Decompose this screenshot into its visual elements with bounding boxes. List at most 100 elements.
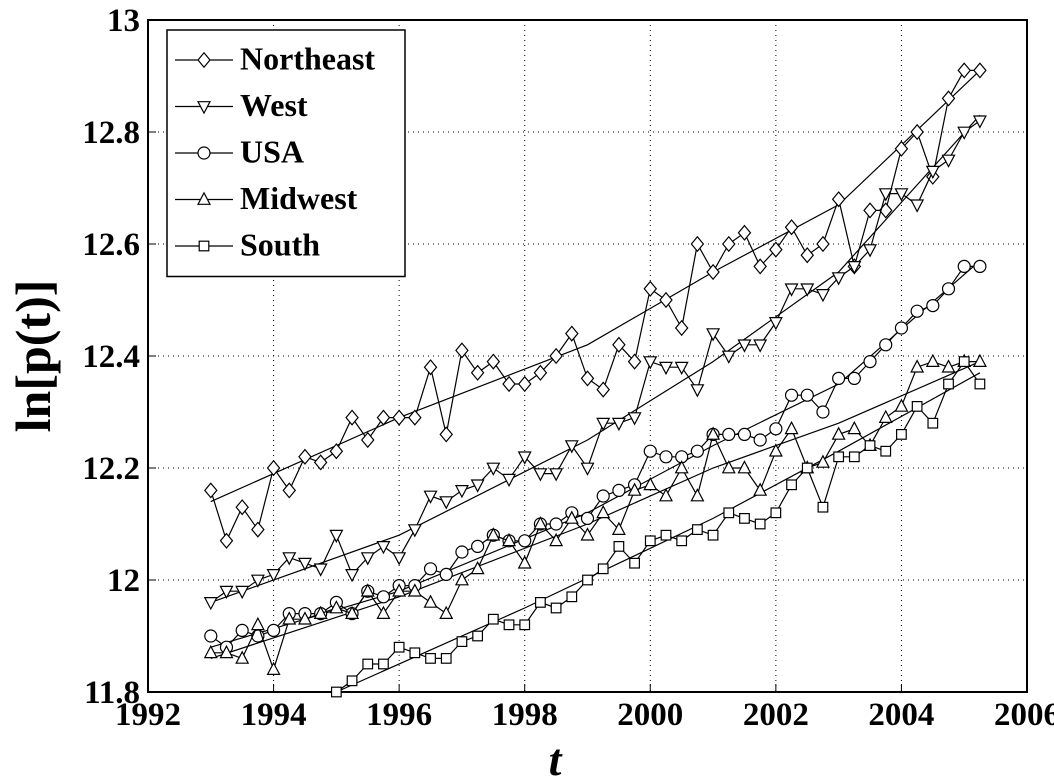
marker (282, 611, 297, 625)
marker (250, 616, 265, 631)
marker (378, 658, 389, 670)
marker (329, 443, 344, 460)
marker (549, 347, 563, 365)
marker (596, 381, 610, 398)
x-axis-label: t (549, 734, 563, 784)
marker (927, 417, 939, 429)
marker (801, 462, 813, 474)
marker (659, 291, 673, 309)
marker (847, 261, 862, 275)
marker (197, 191, 211, 205)
marker (894, 398, 909, 412)
marker (658, 488, 673, 502)
marker (941, 359, 956, 373)
marker (674, 460, 689, 474)
marker (910, 359, 925, 373)
x-tick-label: 2006 (994, 697, 1054, 733)
marker (784, 420, 799, 435)
marker (329, 529, 344, 544)
marker (362, 658, 374, 670)
legend-label: South (240, 226, 320, 262)
marker (941, 90, 956, 107)
y-tick-label: 11.8 (84, 675, 140, 711)
marker (941, 154, 956, 168)
marker (737, 224, 752, 241)
marker (549, 532, 564, 547)
marker (925, 353, 940, 367)
marker (219, 532, 234, 549)
marker (298, 448, 312, 465)
x-tick-label: 1994 (241, 697, 307, 733)
marker (706, 426, 721, 440)
marker (737, 339, 752, 353)
marker (706, 328, 721, 342)
marker (880, 445, 892, 457)
marker (533, 468, 548, 482)
marker (423, 594, 438, 608)
fit-line (336, 372, 981, 693)
marker (863, 355, 877, 369)
marker (266, 623, 281, 638)
marker (502, 473, 517, 488)
marker (737, 427, 752, 441)
marker (943, 378, 954, 390)
marker (376, 605, 391, 620)
marker (974, 378, 986, 390)
marker (848, 451, 860, 463)
marker (894, 321, 909, 335)
marker (549, 517, 563, 531)
marker (721, 350, 736, 364)
marker (519, 619, 531, 631)
marker (831, 191, 846, 208)
marker (409, 647, 421, 659)
marker (439, 567, 453, 582)
marker (627, 412, 642, 426)
marker (392, 583, 407, 597)
marker (831, 272, 846, 286)
marker (676, 535, 688, 547)
marker (297, 611, 312, 625)
marker (784, 219, 799, 236)
marker (472, 630, 484, 642)
marker (847, 420, 862, 435)
marker (407, 524, 422, 538)
marker (235, 650, 250, 664)
marker (754, 518, 766, 530)
marker (360, 431, 375, 449)
marker (690, 444, 704, 458)
marker (611, 417, 626, 432)
marker (612, 483, 626, 497)
marker (863, 202, 877, 219)
fit-line (210, 114, 981, 603)
marker (203, 596, 218, 611)
marker (596, 417, 611, 432)
marker (941, 282, 956, 296)
marker (690, 488, 705, 502)
marker (486, 527, 501, 541)
marker (197, 146, 211, 160)
marker (454, 485, 469, 499)
marker (658, 361, 673, 376)
marker (345, 568, 360, 583)
marker (911, 401, 923, 412)
marker (376, 409, 391, 426)
marker (439, 496, 454, 510)
marker (707, 529, 719, 541)
marker (204, 482, 218, 499)
marker (596, 489, 610, 503)
marker (925, 165, 940, 180)
legend-label: Midwest (240, 180, 358, 216)
marker (219, 585, 234, 600)
marker (487, 613, 499, 625)
marker (832, 371, 846, 385)
marker (198, 240, 210, 252)
marker (566, 591, 578, 603)
x-tick-label: 1996 (366, 697, 432, 733)
marker (439, 605, 454, 620)
marker (596, 504, 611, 519)
marker (972, 353, 987, 367)
marker (643, 280, 658, 297)
marker (894, 188, 909, 202)
marker (817, 501, 829, 513)
fit-line (210, 361, 981, 659)
